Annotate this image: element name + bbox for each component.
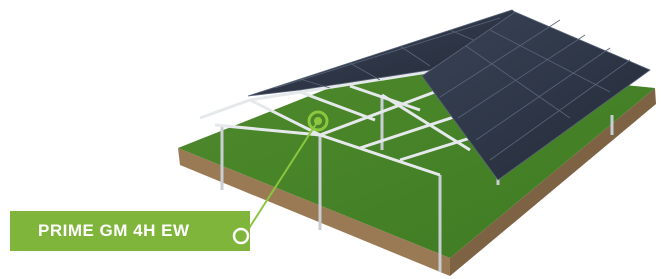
callout-dot xyxy=(314,117,322,125)
page: PRIME GM 4H EW xyxy=(0,0,662,279)
product-label: PRIME GM 4H EW xyxy=(10,211,250,251)
label-text: PRIME GM 4H EW xyxy=(38,221,190,240)
